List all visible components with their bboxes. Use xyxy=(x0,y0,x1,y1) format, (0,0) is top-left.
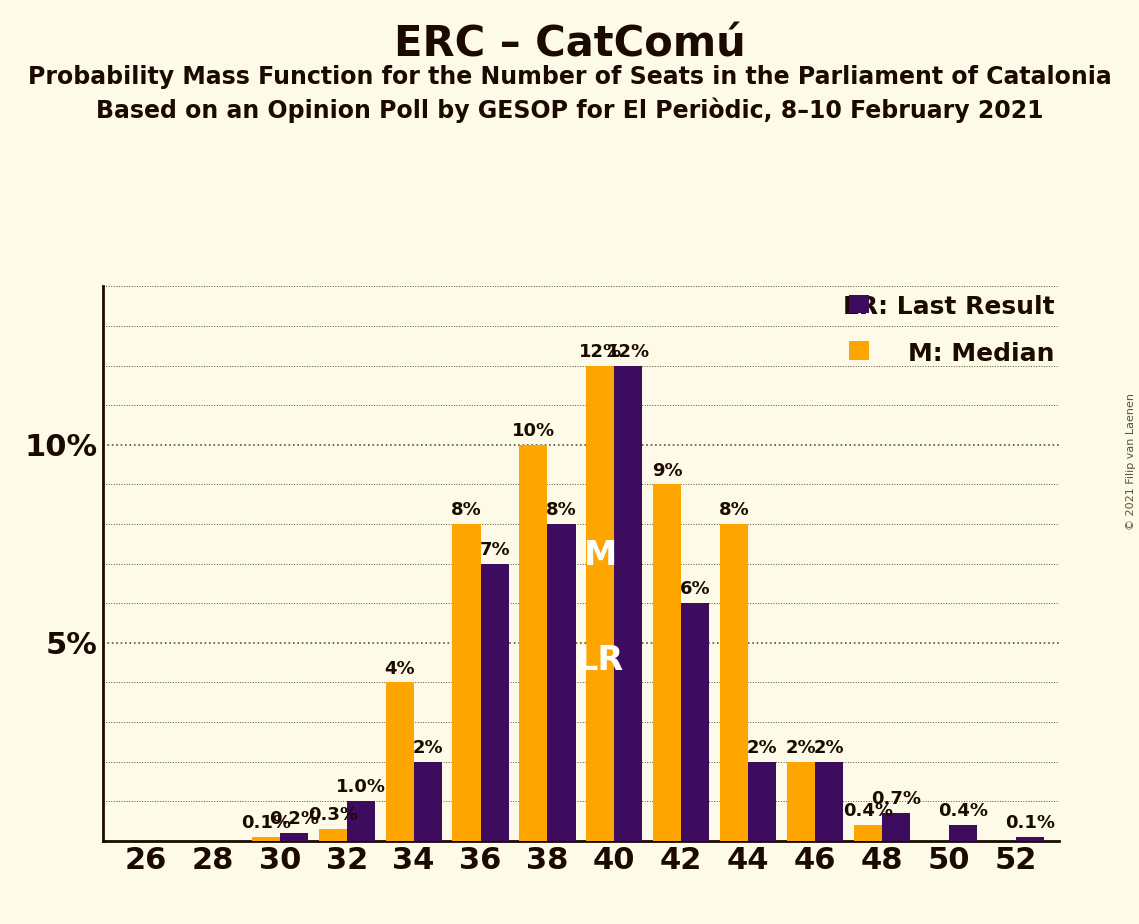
Bar xyxy=(653,484,681,841)
Text: 2%: 2% xyxy=(412,739,443,757)
Text: M: M xyxy=(583,540,617,572)
Text: 0.4%: 0.4% xyxy=(843,802,893,821)
Bar xyxy=(519,444,548,841)
Bar xyxy=(949,825,977,841)
Bar xyxy=(882,813,910,841)
Text: 8%: 8% xyxy=(546,502,576,519)
Text: M: Median: M: Median xyxy=(908,342,1055,366)
Text: ERC – CatComú: ERC – CatComú xyxy=(394,23,745,65)
Text: 7%: 7% xyxy=(480,541,510,559)
Text: 1.0%: 1.0% xyxy=(336,779,386,796)
Text: LR: Last Result: LR: Last Result xyxy=(843,295,1055,319)
Text: 12%: 12% xyxy=(579,343,622,361)
Bar xyxy=(854,825,882,841)
Bar xyxy=(720,524,748,841)
Text: Probability Mass Function for the Number of Seats in the Parliament of Catalonia: Probability Mass Function for the Number… xyxy=(27,65,1112,89)
Text: 0.1%: 0.1% xyxy=(240,814,290,833)
Bar xyxy=(319,829,346,841)
Text: 0.7%: 0.7% xyxy=(871,790,921,808)
Bar xyxy=(816,761,843,841)
Text: Based on an Opinion Poll by GESOP for El Periòdic, 8–10 February 2021: Based on an Opinion Poll by GESOP for El… xyxy=(96,97,1043,123)
Text: 2%: 2% xyxy=(786,739,817,757)
Text: 0.1%: 0.1% xyxy=(1005,814,1055,833)
Bar xyxy=(748,761,777,841)
Text: LR: LR xyxy=(576,644,624,676)
Bar xyxy=(252,837,280,841)
Text: 8%: 8% xyxy=(719,502,749,519)
Text: 2%: 2% xyxy=(747,739,778,757)
Bar xyxy=(385,683,413,841)
Text: 2%: 2% xyxy=(813,739,844,757)
Text: 6%: 6% xyxy=(680,580,711,599)
Bar xyxy=(548,524,575,841)
Bar xyxy=(280,833,308,841)
Text: 8%: 8% xyxy=(451,502,482,519)
Text: 9%: 9% xyxy=(652,462,682,480)
Bar xyxy=(787,761,816,841)
Text: 12%: 12% xyxy=(607,343,650,361)
Bar xyxy=(614,366,642,841)
Text: 0.2%: 0.2% xyxy=(269,810,319,828)
Bar xyxy=(481,564,509,841)
Text: 0.3%: 0.3% xyxy=(308,807,358,824)
Text: 4%: 4% xyxy=(384,660,415,677)
Text: 0.4%: 0.4% xyxy=(937,802,988,821)
Bar xyxy=(587,366,614,841)
Bar xyxy=(681,603,710,841)
Bar xyxy=(413,761,442,841)
Bar xyxy=(1016,837,1043,841)
Text: 10%: 10% xyxy=(511,422,555,440)
Text: © 2021 Filip van Laenen: © 2021 Filip van Laenen xyxy=(1126,394,1136,530)
Bar xyxy=(346,801,375,841)
Bar xyxy=(452,524,481,841)
